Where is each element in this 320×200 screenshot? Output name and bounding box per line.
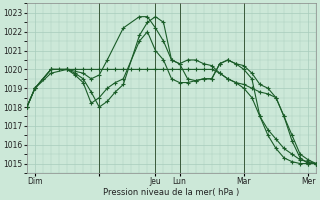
X-axis label: Pression niveau de la mer( hPa ): Pression niveau de la mer( hPa ) (103, 188, 240, 197)
